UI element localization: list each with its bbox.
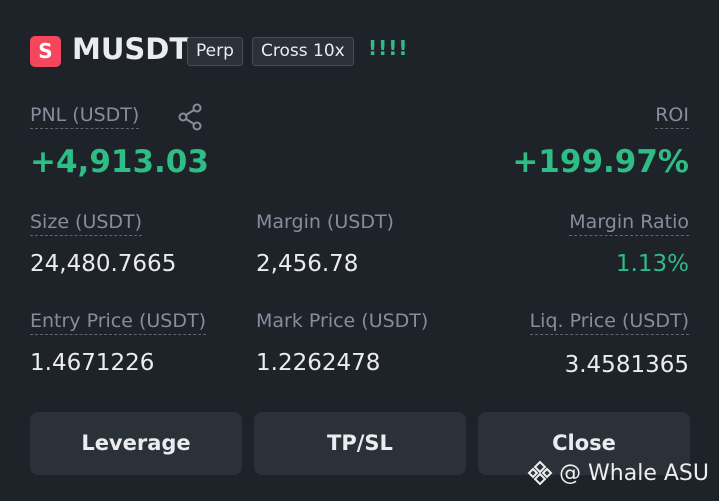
field-label: Liq. Price (USDT) xyxy=(529,310,689,335)
button[interactable]: Leverage xyxy=(30,412,242,475)
field-label: Entry Price (USDT) xyxy=(30,310,207,335)
roi-value: +199.97% xyxy=(512,144,689,180)
pnl-label: PNL (USDT) xyxy=(30,104,140,129)
pnl-value: +4,913.03 xyxy=(30,144,209,180)
field-value: 1.2262478 xyxy=(256,350,381,376)
field-label: Margin Ratio xyxy=(569,211,689,236)
field-label: Size (USDT) xyxy=(30,211,143,236)
watermark: @ Whale ASU xyxy=(527,460,709,486)
tag: Cross 10x xyxy=(252,37,354,66)
field-value: 1.13% xyxy=(615,251,689,277)
roi-label: ROI xyxy=(655,104,689,129)
button[interactable]: Close xyxy=(478,412,690,475)
field-value: 1.4671226 xyxy=(30,350,155,376)
field-label: Mark Price (USDT) xyxy=(256,310,429,332)
signal: !!!! xyxy=(368,36,409,60)
button[interactable]: TP/SL xyxy=(254,412,466,475)
share-icon[interactable] xyxy=(177,103,205,131)
symbol: MUSDT xyxy=(72,32,190,66)
field-value: 2,456.78 xyxy=(256,251,359,277)
side-badge: S xyxy=(30,36,61,67)
field-value: 3.4581365 xyxy=(564,352,689,378)
watermark-logo xyxy=(527,460,553,486)
field-value: 24,480.7665 xyxy=(30,251,177,277)
watermark-text: @ Whale ASU xyxy=(559,460,709,486)
field-label: Margin (USDT) xyxy=(256,211,394,233)
tag: Perp xyxy=(187,37,243,66)
